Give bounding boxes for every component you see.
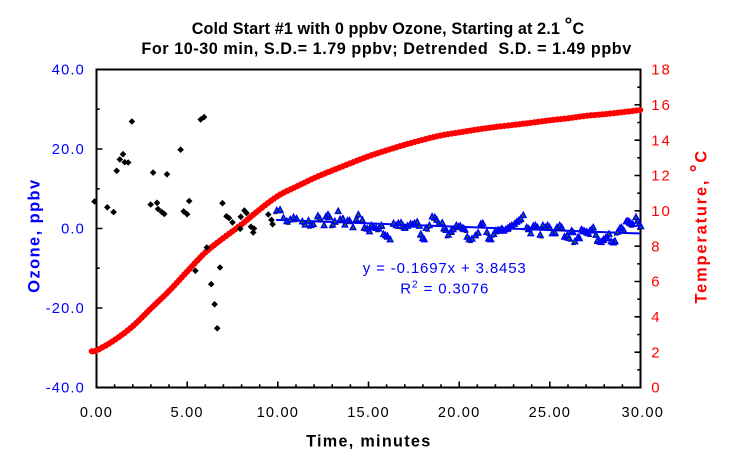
svg-text:y = -0.1697x + 3.8453: y = -0.1697x + 3.8453 <box>363 260 527 277</box>
svg-text:-40.0: -40.0 <box>46 381 85 397</box>
svg-text:20.00: 20.00 <box>438 405 481 421</box>
svg-text:6: 6 <box>651 274 661 291</box>
svg-text:12: 12 <box>651 168 672 185</box>
svg-text:Ozone, ppbv: Ozone, ppbv <box>26 178 44 292</box>
svg-text:-20.0: -20.0 <box>46 301 85 317</box>
svg-text:0.00: 0.00 <box>80 405 113 421</box>
svg-text:0.0: 0.0 <box>61 222 85 238</box>
svg-text:5.00: 5.00 <box>171 405 204 421</box>
svg-text:4: 4 <box>651 309 661 326</box>
svg-text:40.0: 40.0 <box>52 63 85 79</box>
svg-text:14: 14 <box>651 132 672 149</box>
svg-text:2: 2 <box>651 344 661 361</box>
svg-text:R2 = 0.3076: R2 = 0.3076 <box>400 279 489 298</box>
svg-text:For 10-30 min, S.D.= 1.79 ppbv: For 10-30 min, S.D.= 1.79 ppbv; Detrende… <box>141 40 631 58</box>
svg-text:20.0: 20.0 <box>52 142 85 158</box>
svg-text:10: 10 <box>651 203 672 220</box>
svg-text:30.00: 30.00 <box>622 405 665 421</box>
svg-text:8: 8 <box>651 238 661 255</box>
svg-text:16: 16 <box>651 97 672 114</box>
svg-text:10.00: 10.00 <box>257 405 300 421</box>
svg-text:Time, minutes: Time, minutes <box>306 433 431 451</box>
svg-text:18: 18 <box>651 62 672 79</box>
svg-text:0: 0 <box>651 380 661 397</box>
svg-text:15.00: 15.00 <box>347 405 390 421</box>
svg-text:25.00: 25.00 <box>529 405 572 421</box>
